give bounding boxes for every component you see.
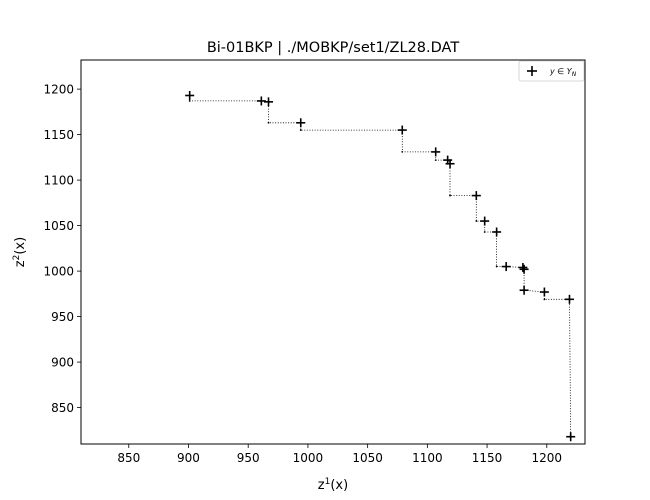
legend-entry: y ∈ YN [549, 67, 577, 78]
staircase-corner-dot [188, 100, 191, 102]
data-point [501, 262, 511, 272]
plot-area [185, 90, 576, 442]
data-point [264, 97, 274, 107]
staircase-corner-dot [267, 121, 270, 124]
data-point [519, 264, 529, 274]
data-point [445, 159, 455, 169]
data-point [431, 147, 441, 157]
staircase-corner-dot [434, 159, 437, 161]
y-tick-label: 1150 [43, 128, 74, 142]
x-axis-label: z1(x) [318, 477, 348, 493]
staircase-corner-dot [401, 151, 404, 153]
y-tick-label: 950 [51, 310, 74, 324]
data-point [397, 125, 407, 135]
x-tick-label: 1100 [412, 451, 443, 465]
y-tick-label: 1000 [43, 265, 74, 279]
data-point [566, 432, 576, 442]
x-axis: 850 900 950 1000 1050 1100 1150 1200 [117, 444, 562, 465]
chart-title: Bi-01BKP | ./MOBKP/set1/ZL28.DAT [207, 40, 460, 56]
staircase-line [189, 95, 572, 437]
x-tick-label: 1150 [472, 451, 503, 465]
x-tick-label: 950 [237, 451, 260, 465]
data-point [492, 227, 502, 237]
data-point [185, 90, 195, 100]
data-point [519, 285, 529, 295]
data-point [471, 191, 481, 201]
data-point [296, 118, 306, 128]
legend-box [518, 60, 585, 82]
x-tick-label: 1200 [532, 451, 563, 465]
data-point [539, 287, 549, 297]
y-tick-label: 900 [51, 356, 74, 370]
legend: y ∈ YN [518, 60, 585, 82]
y-axis-label: z2(x) [12, 237, 28, 267]
x-tick-label: 900 [177, 451, 200, 465]
legend-marker-plus [527, 66, 537, 76]
y-tick-label: 1200 [43, 83, 74, 97]
staircase-corner-dot [495, 265, 498, 268]
x-tick-label: 850 [117, 451, 140, 465]
x-tick-label: 1000 [293, 451, 324, 465]
data-point [256, 96, 266, 106]
staircase-corner-dot [449, 194, 451, 197]
data-point [480, 216, 490, 226]
staircase-corner-dot [543, 298, 546, 301]
x-tick-label: 1050 [352, 451, 383, 465]
staircase-corner-dot [299, 129, 302, 131]
data-point [518, 262, 528, 272]
y-axis: 850 900 950 1000 1050 1100 1150 1200 [43, 83, 81, 415]
staircase-corner-dot [475, 220, 478, 222]
staircase-corner-dot [483, 231, 486, 233]
y-tick-label: 1100 [43, 174, 74, 188]
axes-frame [80, 59, 586, 445]
y-tick-label: 850 [51, 401, 74, 415]
data-point [564, 294, 574, 304]
y-tick-label: 1050 [43, 219, 74, 233]
